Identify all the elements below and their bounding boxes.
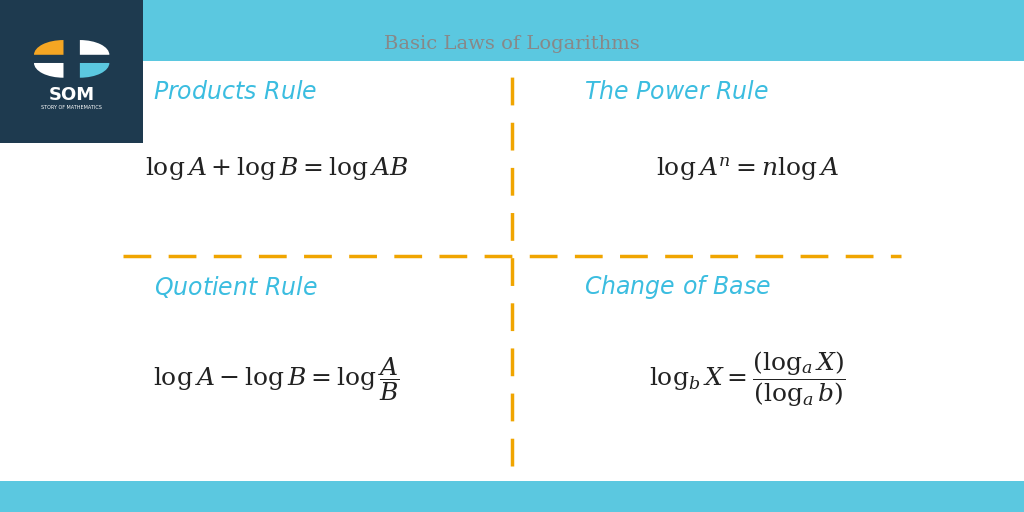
Text: $\log_b X = \dfrac{(\log_a X)}{(\log_a b)}$: $\log_b X = \dfrac{(\log_a X)}{(\log_a b…: [649, 349, 846, 409]
Text: $\it{Products\ Rule}$: $\it{Products\ Rule}$: [154, 81, 317, 103]
Text: $\log A - \log B = \log \dfrac{A}{B}$: $\log A - \log B = \log \dfrac{A}{B}$: [154, 355, 399, 403]
FancyBboxPatch shape: [0, 481, 1024, 512]
Text: $\it{Change\ of\ Base}$: $\it{Change\ of\ Base}$: [584, 273, 771, 301]
Text: SOM: SOM: [48, 86, 95, 104]
Text: $\log A + \log B = \log AB$: $\log A + \log B = \log AB$: [144, 156, 409, 182]
FancyBboxPatch shape: [0, 0, 1024, 61]
Wedge shape: [80, 40, 110, 55]
Wedge shape: [34, 63, 63, 78]
Text: Basic Laws of Logarithms: Basic Laws of Logarithms: [384, 34, 640, 53]
Text: $\it{Quotient\ Rule}$: $\it{Quotient\ Rule}$: [154, 274, 317, 300]
FancyBboxPatch shape: [0, 0, 143, 143]
Text: $\it{The\ Power\ Rule}$: $\it{The\ Power\ Rule}$: [584, 81, 769, 103]
Wedge shape: [80, 63, 110, 78]
Wedge shape: [34, 40, 63, 55]
Text: $\log A^n = n \log A$: $\log A^n = n \log A$: [656, 155, 839, 183]
Text: STORY OF MATHEMATICS: STORY OF MATHEMATICS: [41, 105, 102, 110]
